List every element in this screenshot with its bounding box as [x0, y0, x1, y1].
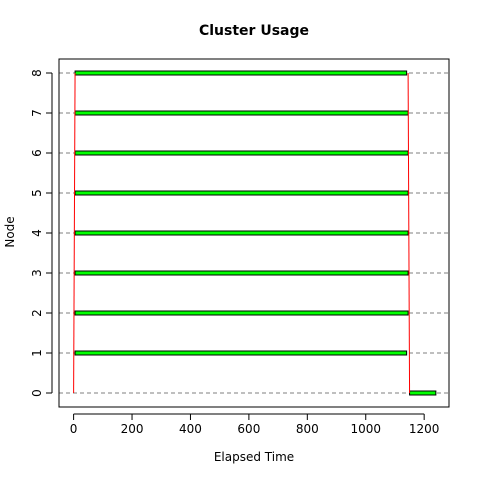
y-tick-label: 4 — [30, 229, 44, 237]
task-bar-node-7 — [74, 110, 409, 116]
task-bar-node-5 — [74, 190, 409, 196]
x-tick-label: 400 — [179, 422, 202, 436]
y-tick-label: 8 — [30, 69, 44, 77]
y-axis-title: Node — [3, 216, 17, 247]
task-bar-node-3 — [74, 270, 409, 276]
x-tick-label: 1000 — [350, 422, 381, 436]
x-tick-label: 0 — [70, 422, 78, 436]
y-tick-label: 0 — [30, 389, 44, 397]
task-bar-node-6 — [74, 150, 409, 156]
x-tick-label: 200 — [121, 422, 144, 436]
chart-title: Cluster Usage — [199, 23, 309, 39]
transfer-lines — [73, 72, 411, 394]
task-bars — [74, 70, 437, 396]
x-tick-label: 800 — [296, 422, 319, 436]
x-tick-label: 600 — [237, 422, 260, 436]
axes: 0 200 400 600 800 1000 1200 0 1 2 3 4 5 6 7 8 — [30, 69, 439, 436]
y-tick-label: 2 — [30, 309, 44, 317]
plot-border — [58, 58, 450, 408]
transfer-line-0 — [73, 72, 76, 394]
x-tick-label: 1200 — [409, 422, 440, 436]
y-tick-label: 5 — [30, 189, 44, 197]
task-bar-node-0 — [409, 390, 437, 396]
y-tick-label: 3 — [30, 269, 44, 277]
task-bar-node-4 — [74, 230, 409, 236]
y-tick-label: 6 — [30, 149, 44, 157]
task-bar-node-2 — [74, 310, 409, 316]
y-tick-label: 7 — [30, 109, 44, 117]
transfer-line-1 — [407, 72, 411, 394]
x-axis-title: Elapsed Time — [214, 450, 294, 464]
task-bar-node-1 — [74, 350, 408, 356]
task-bar-node-8 — [74, 70, 408, 76]
y-tick-label: 1 — [30, 349, 44, 357]
